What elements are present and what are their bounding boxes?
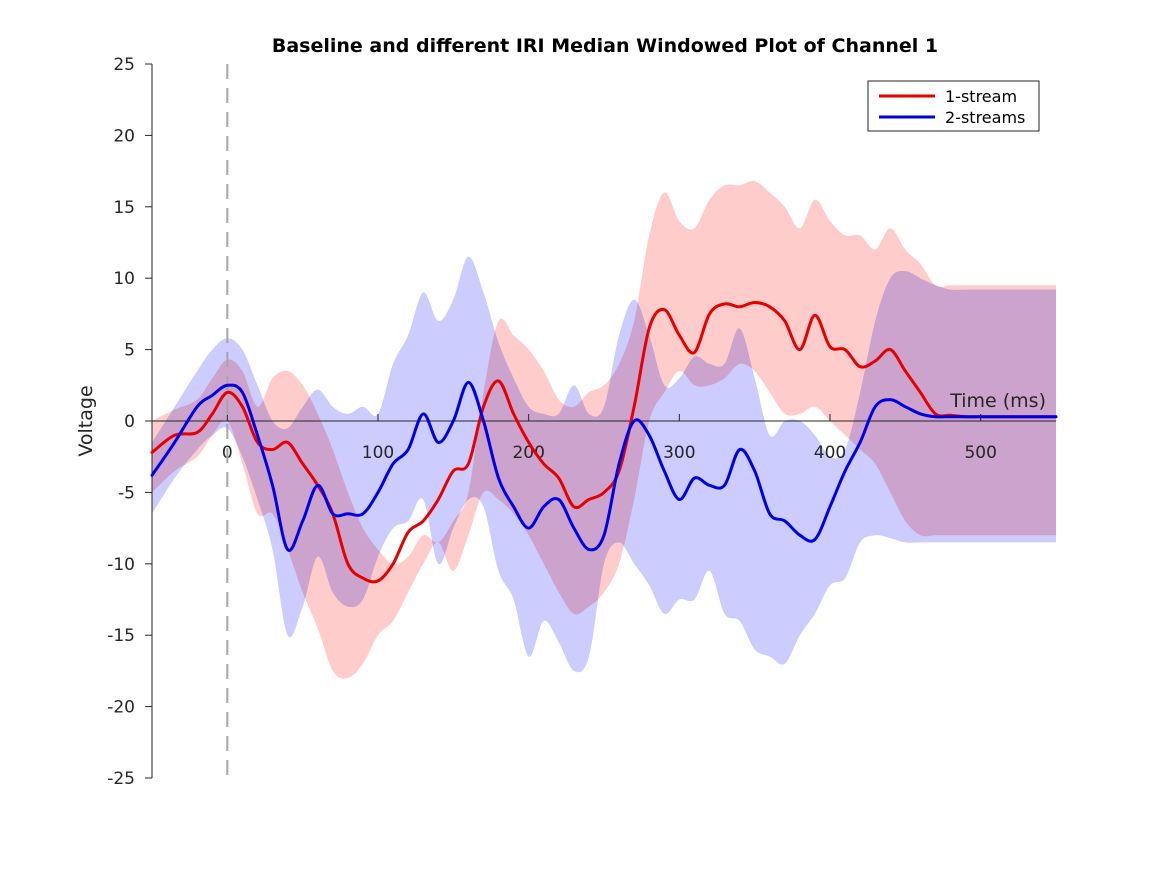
y-tick-label: 15 [113,198,135,218]
y-tick-label: -15 [107,626,135,646]
chart-title: Baseline and different IRI Median Window… [272,35,938,57]
legend-label-2-streams: 2-streams [945,108,1025,127]
line-2-streams [150,380,1058,552]
legend-box [867,80,1040,132]
y-tick-label: 5 [124,341,135,361]
x-tick-label: 100 [362,443,394,463]
y-tick-label: 0 [124,412,135,432]
y-tick-label: 20 [113,126,135,146]
y-axis-label: Voltage [75,385,97,456]
x-tick-label: 400 [814,443,846,463]
y-tick-label: -5 [118,483,135,503]
x-tick-label: 300 [663,443,695,463]
y-tick-label: -25 [107,769,135,789]
band-2-streams [152,256,1056,673]
y-tick-label: 25 [113,55,135,75]
confidence-bands [152,180,1056,679]
x-tick-label: 500 [964,443,996,463]
x-axis-label: Time (ms) [949,390,1046,412]
x-tick-label: 200 [512,443,544,463]
y-tick-label: -20 [107,698,135,718]
legend: 1-stream 2-streams [867,80,1040,132]
legend-label-1-stream: 1-stream [945,87,1017,106]
series-lines [150,301,1058,584]
y-tick-label: -10 [107,555,135,575]
y-tick-label: 10 [113,269,135,289]
